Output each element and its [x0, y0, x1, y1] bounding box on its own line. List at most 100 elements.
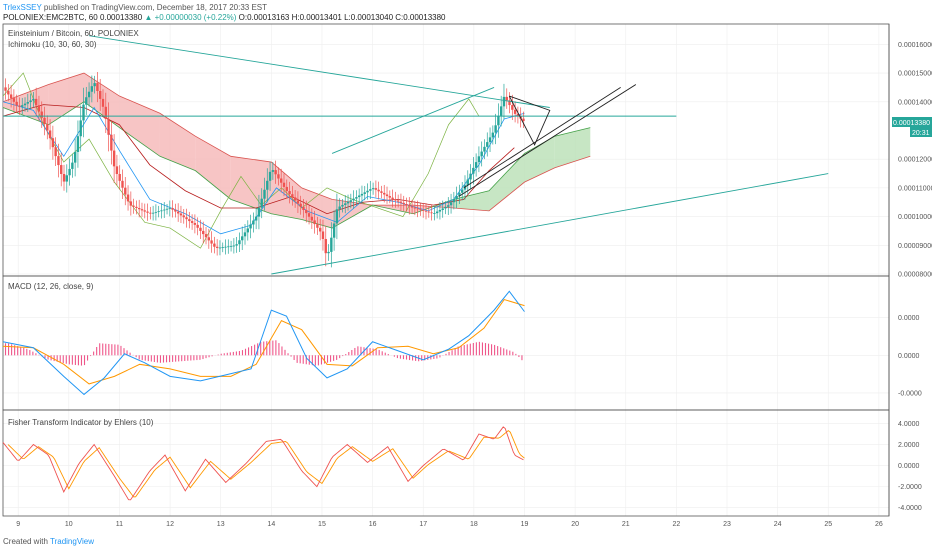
candle-body [232, 245, 236, 247]
last-price-tag: 0.00013380 [893, 120, 930, 127]
ichimoku-cloud-segment [453, 190, 490, 211]
candle-body [76, 136, 80, 152]
candle-body [307, 213, 311, 217]
trendline [88, 35, 550, 108]
x-tick-label: 11 [116, 521, 123, 528]
candle-body [369, 189, 372, 191]
candle-body [40, 111, 43, 118]
candle-body [282, 182, 286, 187]
candle-body [296, 200, 300, 204]
candle-body [210, 240, 213, 244]
fisher-plot [2, 426, 525, 501]
candle-body [466, 179, 469, 186]
candle-body [54, 147, 57, 157]
candle-body [71, 162, 74, 169]
price-tick-label: 0.00011000 [898, 185, 932, 192]
candle-body [90, 86, 94, 92]
candle-body [9, 94, 13, 99]
candle-body [427, 211, 430, 213]
candle-body [182, 215, 185, 218]
candle-body [271, 170, 275, 172]
price-panel-title: Einsteinium / Bitcoin, 60, POLONIEX [8, 29, 139, 38]
candle-body [221, 247, 224, 248]
candle-body [96, 83, 99, 91]
candle-body [285, 186, 288, 192]
countdown-tag: 20:31 [912, 130, 930, 137]
x-tick-label: 23 [723, 521, 731, 528]
x-tick-label: 19 [521, 521, 529, 528]
candle-body [310, 216, 314, 221]
x-tick-label: 15 [318, 521, 326, 528]
trendline [271, 173, 829, 275]
candle-body [18, 105, 21, 107]
candle-body [48, 130, 52, 139]
candle-body [277, 174, 280, 179]
candle-body [135, 206, 138, 209]
candle-body [213, 243, 216, 247]
x-tick-label: 22 [672, 521, 680, 528]
candle-body [129, 201, 133, 206]
ichimoku-cloud-segment [119, 96, 160, 157]
candle-body [444, 206, 447, 209]
candle-body [171, 208, 174, 210]
macd-plot [2, 290, 525, 396]
candle-body [413, 207, 417, 209]
candle-body [227, 246, 230, 248]
price-tick-label: 0.00012000 [898, 157, 932, 164]
price-tick-label: 0.00010000 [898, 214, 932, 221]
candle-body [93, 83, 96, 87]
candle-body [435, 211, 439, 214]
candle-body [360, 193, 364, 196]
candle-body [124, 187, 127, 195]
candle-body [85, 97, 88, 105]
senkou-span-a [2, 72, 591, 212]
candle-body [190, 221, 194, 223]
footer: Created with TradingView [3, 537, 94, 546]
candle-body [140, 209, 144, 211]
candle-body [299, 203, 302, 207]
candle-body [422, 210, 425, 211]
candle-body [472, 167, 475, 174]
ichimoku-cloud-segment [159, 113, 196, 171]
fisher-trigger-line [7, 430, 525, 498]
candle-body [168, 208, 172, 209]
axes: 9 10 11 12 13 14 15 16 17 18 19 20 21 22 23 24 25 26 0.000… [16, 42, 932, 528]
candle-body [486, 142, 489, 147]
candle-body [160, 210, 163, 212]
x-tick-label: 17 [419, 521, 427, 528]
candle-body [477, 156, 481, 163]
candle-body [62, 174, 66, 182]
candle-body [430, 212, 433, 214]
candle-body [43, 117, 46, 125]
author-link[interactable]: TrlexSSEY [3, 3, 42, 12]
ichimoku-cloud-segment [48, 73, 85, 125]
candle-body [218, 247, 222, 249]
candle-body [316, 224, 319, 228]
candle-body [374, 188, 378, 190]
candle-body [243, 232, 247, 237]
ichimoku-cloud-segment [524, 136, 555, 183]
price-change: ▲ +0.00000030 (+0.22%) [144, 13, 237, 22]
candle-body [335, 209, 339, 224]
macd-tick-label: 0.0000 [898, 353, 920, 360]
candle-body [202, 230, 205, 235]
candle-body [32, 98, 35, 101]
candle-body [502, 96, 506, 107]
candle-body [110, 134, 113, 151]
chart-area[interactable]: 9 10 11 12 13 14 15 16 17 18 19 20 21 22 23 24 25 26 0.000… [0, 0, 932, 530]
symbol-line: POLONIEX:EMC2BTC, 60 0.00013380 ▲ +0.000… [3, 13, 446, 22]
candle-body [26, 102, 30, 104]
fisher-tick-label: 4.0000 [898, 421, 920, 428]
candle-body [497, 115, 500, 126]
candle-body [516, 113, 520, 117]
candle-body [483, 146, 486, 152]
tradingview-brand[interactable]: TradingView [50, 537, 95, 546]
price-tick-label: 0.00014000 [898, 99, 932, 106]
candle-body [29, 100, 32, 103]
candle-body [263, 189, 266, 199]
x-tick-label: 13 [217, 521, 225, 528]
candle-body [23, 103, 27, 106]
candle-body [73, 152, 77, 163]
candle-body [126, 194, 130, 202]
candle-body [224, 246, 227, 248]
